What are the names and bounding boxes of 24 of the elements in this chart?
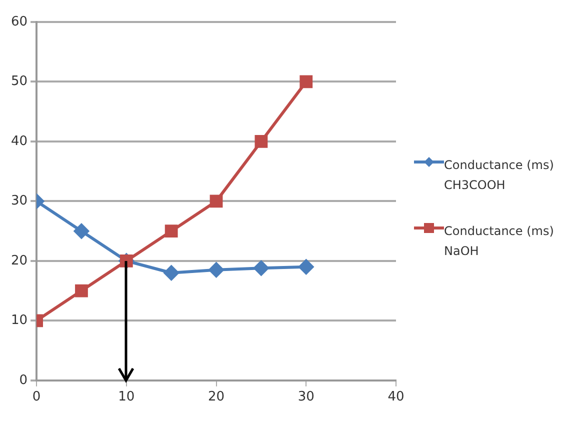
x-tick-label: 10 xyxy=(118,390,135,405)
point xyxy=(74,224,89,239)
y-tick-label: 20 xyxy=(10,253,28,268)
x-tick-label: 0 xyxy=(32,390,41,405)
y-tick-label: 50 xyxy=(10,74,28,90)
point xyxy=(208,262,224,278)
y-tick-label: 60 xyxy=(10,14,28,30)
point xyxy=(164,265,179,280)
point xyxy=(210,194,223,208)
y-tick-label: 10 xyxy=(10,313,28,328)
point xyxy=(254,260,269,276)
legend-label: Conductance (ms) NaOH xyxy=(444,223,555,260)
x-tick-label: 30 xyxy=(298,390,314,405)
point xyxy=(300,75,313,88)
x-tick-label: 20 xyxy=(208,390,225,405)
y-tick-label: 40 xyxy=(10,134,28,149)
point xyxy=(164,224,178,238)
point xyxy=(298,259,314,274)
y-tick-label: 30 xyxy=(10,194,28,209)
point xyxy=(75,284,88,298)
y-tick-label: 0 xyxy=(19,372,28,388)
point xyxy=(254,135,268,148)
legend-label: Conductance (ms) CH3COOH xyxy=(444,157,555,194)
x-tick-label: 40 xyxy=(388,390,404,405)
